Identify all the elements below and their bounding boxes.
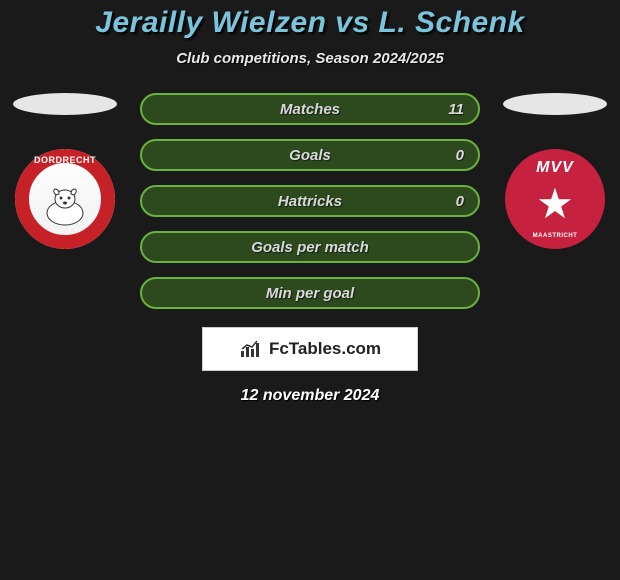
stat-row: Goals per match xyxy=(140,231,480,263)
stat-label: Matches xyxy=(280,101,340,118)
stat-label: Goals per match xyxy=(251,239,369,256)
right-column: MVV ★ MAASTRICHT xyxy=(500,93,610,249)
stat-row: Hattricks 0 xyxy=(140,185,480,217)
right-club-sub: MAASTRICHT xyxy=(533,233,578,239)
stat-value-right: 11 xyxy=(448,101,464,118)
left-club-badge: DORDRECHT xyxy=(15,149,115,249)
right-club-badge: MVV ★ MAASTRICHT xyxy=(505,149,605,249)
page-title: Jerailly Wielzen vs L. Schenk xyxy=(0,6,620,40)
stat-label: Min per goal xyxy=(266,285,354,302)
stats-column: Matches 11 Goals 0 Hattricks 0 Goals per match… xyxy=(140,93,480,309)
star-icon: ★ xyxy=(536,183,574,225)
stat-row: Min per goal xyxy=(140,277,480,309)
right-club-name: MVV xyxy=(536,159,574,177)
left-club-name: DORDRECHT xyxy=(34,155,96,165)
stat-row: Goals 0 xyxy=(140,139,480,171)
brand-text: FcTables.com xyxy=(269,339,381,359)
left-column: DORDRECHT xyxy=(10,93,120,249)
date-text: 12 november 2024 xyxy=(0,387,620,405)
stat-row: Matches 11 xyxy=(140,93,480,125)
stat-label: Goals xyxy=(289,147,331,164)
stat-value-right: 0 xyxy=(456,193,464,210)
sheep-icon xyxy=(42,187,88,227)
brand-box[interactable]: FcTables.com xyxy=(202,327,418,371)
comparison-card: Jerailly Wielzen vs L. Schenk Club compe… xyxy=(0,0,620,405)
chart-icon xyxy=(239,339,263,359)
left-player-ellipse xyxy=(13,93,117,115)
stat-value-right: 0 xyxy=(456,147,464,164)
subtitle: Club competitions, Season 2024/2025 xyxy=(0,50,620,67)
stat-label: Hattricks xyxy=(278,193,342,210)
right-player-ellipse xyxy=(503,93,607,115)
main-row: DORDRECHT Matches11Goals0Hattricks0Goals… xyxy=(0,93,620,309)
